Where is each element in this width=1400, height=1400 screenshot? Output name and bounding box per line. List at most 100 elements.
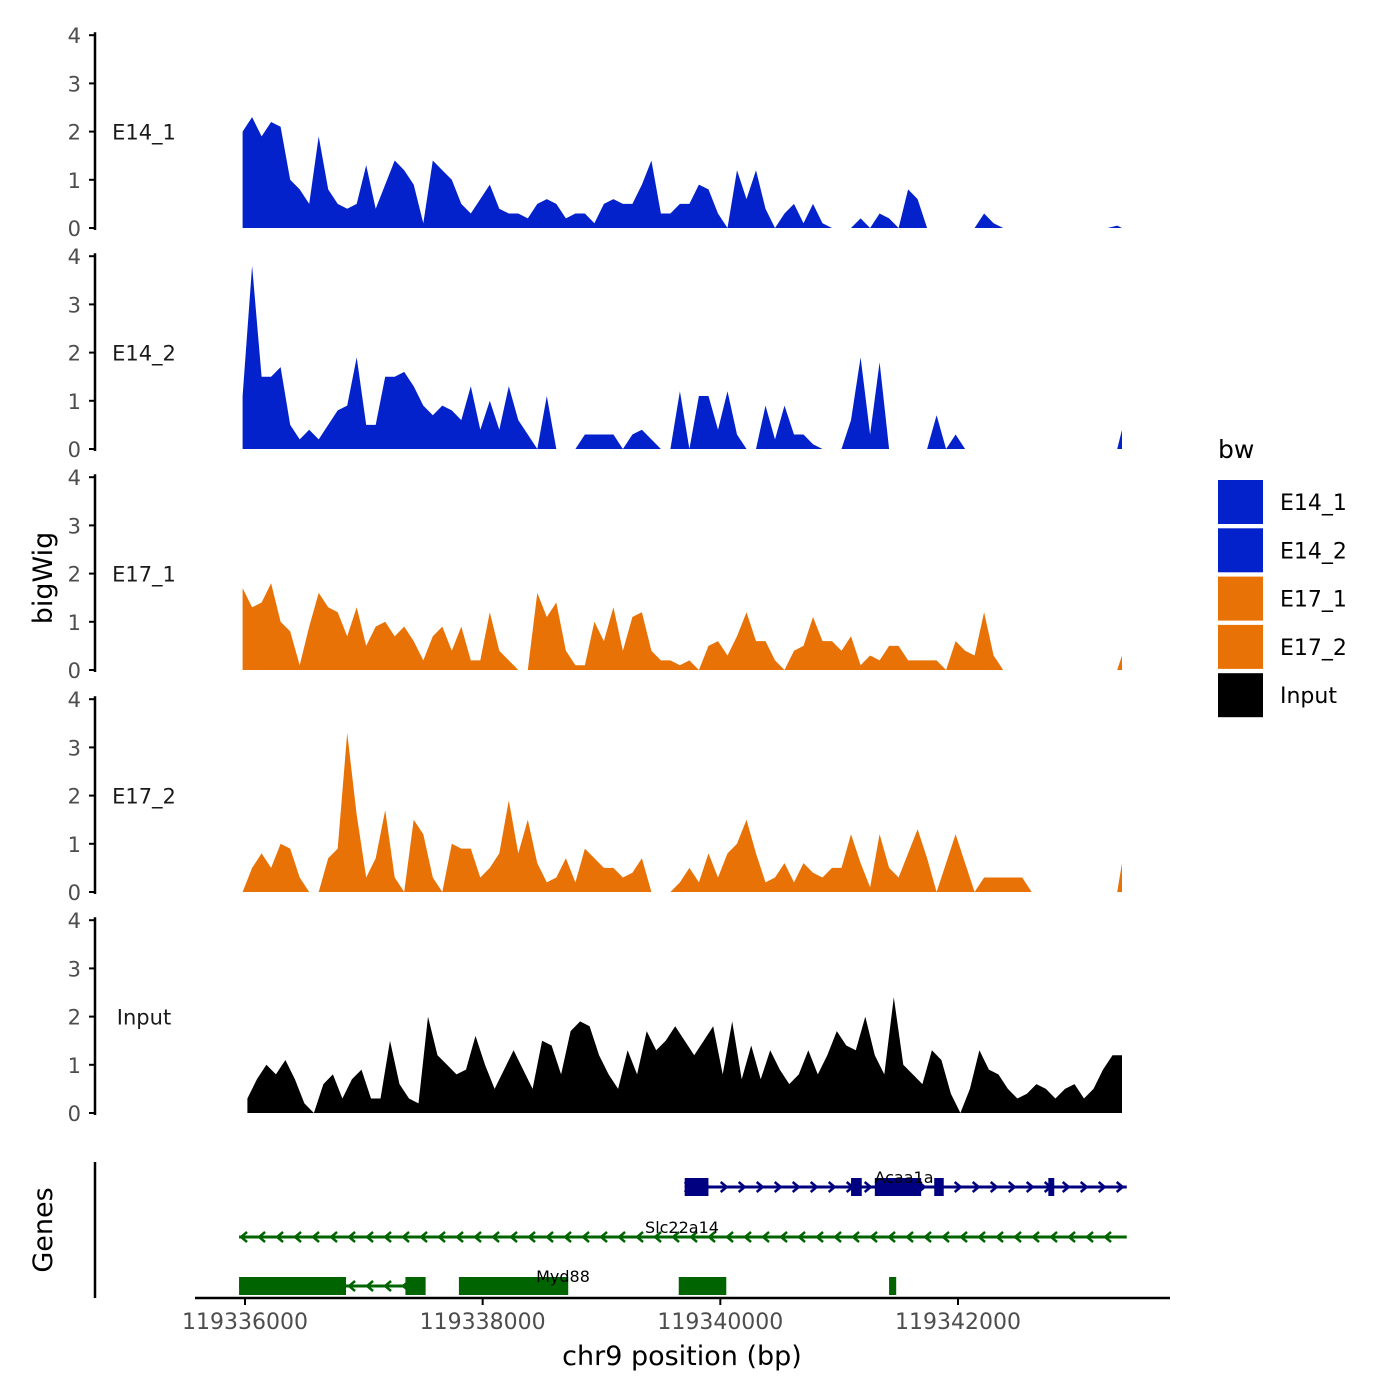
strand-chevron xyxy=(1049,1231,1058,1243)
y-tick-label: 3 xyxy=(68,957,81,981)
legend: bw E14_1 E14_2 E17_1 E17_2 Input xyxy=(1218,435,1347,718)
strand-chevron xyxy=(869,1231,878,1243)
legend-swatch-Input xyxy=(1218,673,1263,718)
x-axis-title: chr9 position (bp) xyxy=(562,1341,802,1372)
strand-chevron xyxy=(1103,1231,1112,1243)
strand-chevron xyxy=(419,1231,428,1243)
exon xyxy=(239,1277,347,1295)
strand-chevron xyxy=(941,1231,950,1243)
strand-chevron xyxy=(635,1231,644,1243)
strand-chevron xyxy=(347,1231,356,1243)
strand-chevron xyxy=(851,1231,860,1243)
strand-chevron xyxy=(1067,1231,1076,1243)
legend-swatch-E17_1 xyxy=(1218,576,1263,621)
strand-chevron xyxy=(599,1231,608,1243)
strand-chevron xyxy=(1031,1231,1040,1243)
coverage-area-E14_1 xyxy=(242,117,1123,228)
strand-chevron xyxy=(1025,1181,1035,1193)
strand-chevron xyxy=(1097,1181,1107,1193)
strand-chevron xyxy=(1061,1181,1071,1193)
track-E14_2: 0 1 2 3 4 E14_2 xyxy=(68,245,1123,462)
exon xyxy=(1048,1178,1055,1196)
gene-label: Slc22a14 xyxy=(645,1218,719,1237)
exon xyxy=(458,1277,569,1295)
track-label: E14_2 xyxy=(112,342,176,367)
coverage-tracks: 0 1 2 3 4 E14_1 0 1 2 3 4 E14_2 0 1 2 3 4 E17_1 0 1 2 3 4 E17_2… xyxy=(68,24,1123,1126)
exon xyxy=(874,1178,922,1196)
track-Input: 0 1 2 3 4 Input xyxy=(68,909,1122,1126)
exon xyxy=(678,1277,727,1295)
y-tick-label: 2 xyxy=(68,563,81,587)
y-tick-label: 2 xyxy=(68,121,81,145)
x-tick-label: 119342000 xyxy=(895,1310,1021,1335)
strand-chevron xyxy=(455,1231,464,1243)
track-E17_1: 0 1 2 3 4 E17_1 xyxy=(68,466,1123,683)
y-tick-label: 1 xyxy=(68,1054,81,1078)
x-axis: 119336000 119338000 119340000 119342000 xyxy=(182,1296,1170,1335)
y-tick-label: 4 xyxy=(68,245,81,269)
strand-chevron xyxy=(1013,1231,1022,1243)
strand-chevron xyxy=(275,1231,284,1243)
track-E17_2: 0 1 2 3 4 E17_2 xyxy=(68,688,1123,905)
x-tick-label: 119340000 xyxy=(657,1310,783,1335)
legend-swatch-E14_2 xyxy=(1218,528,1263,573)
track-label: E14_1 xyxy=(112,121,176,146)
gene-annotation-track: Acaa1a Slc22a14 Myd88 xyxy=(93,1162,1127,1298)
gene-Slc22a14: Slc22a14 xyxy=(239,1218,1127,1243)
strand-chevron xyxy=(905,1231,914,1243)
gene-Myd88: Myd88 xyxy=(239,1267,897,1295)
strand-chevron xyxy=(239,1231,248,1243)
y-tick-label: 4 xyxy=(68,909,81,933)
y-tick-label: 1 xyxy=(68,390,81,414)
coverage-area-Input xyxy=(247,997,1122,1113)
y-tick-label: 3 xyxy=(68,72,81,96)
strand-chevron xyxy=(863,1181,873,1193)
exon xyxy=(684,1178,709,1196)
y-tick-label: 3 xyxy=(68,293,81,317)
y-tick-label: 3 xyxy=(68,736,81,760)
exon xyxy=(934,1178,944,1196)
strand-chevron xyxy=(581,1231,590,1243)
strand-chevron xyxy=(527,1231,536,1243)
strand-chevron xyxy=(959,1231,968,1243)
strand-chevron xyxy=(689,1231,698,1243)
strand-chevron xyxy=(755,1181,765,1193)
gene-label: Myd88 xyxy=(536,1267,590,1286)
track-label: E17_2 xyxy=(112,785,176,810)
strand-chevron xyxy=(791,1181,801,1193)
strand-chevron xyxy=(923,1231,932,1243)
y-tick-label: 0 xyxy=(68,659,81,683)
strand-chevron xyxy=(1079,1181,1089,1193)
strand-chevron xyxy=(953,1181,963,1193)
strand-chevron xyxy=(401,1231,410,1243)
strand-chevron xyxy=(545,1231,554,1243)
strand-chevron xyxy=(995,1231,1004,1243)
legend-label: E17_2 xyxy=(1280,636,1347,661)
legend-title: bw xyxy=(1218,435,1254,464)
strand-chevron xyxy=(617,1231,626,1243)
strand-chevron xyxy=(257,1231,266,1243)
strand-chevron xyxy=(809,1181,819,1193)
legend-swatch-E17_2 xyxy=(1218,624,1263,669)
y-tick-label: 0 xyxy=(68,438,81,462)
strand-chevron xyxy=(761,1231,770,1243)
strand-chevron xyxy=(347,1280,356,1292)
genes-axis-title: Genes xyxy=(28,1187,59,1272)
y-tick-label: 0 xyxy=(68,217,81,241)
gene-label: Acaa1a xyxy=(874,1168,933,1187)
legend-swatch-E14_1 xyxy=(1218,480,1263,524)
y-tick-label: 4 xyxy=(68,688,81,712)
y-tick-label: 1 xyxy=(68,169,81,193)
y-tick-label: 0 xyxy=(68,881,81,905)
strand-chevron xyxy=(311,1231,320,1243)
track-label: E17_1 xyxy=(112,563,176,588)
y-tick-label: 1 xyxy=(68,833,81,857)
strand-chevron xyxy=(707,1231,716,1243)
y-tick-label: 4 xyxy=(68,24,81,48)
strand-chevron xyxy=(971,1181,981,1193)
strand-chevron xyxy=(563,1231,572,1243)
y-tick-label: 2 xyxy=(68,1006,81,1030)
strand-chevron xyxy=(653,1231,662,1243)
coverage-area-E17_2 xyxy=(242,732,1123,892)
